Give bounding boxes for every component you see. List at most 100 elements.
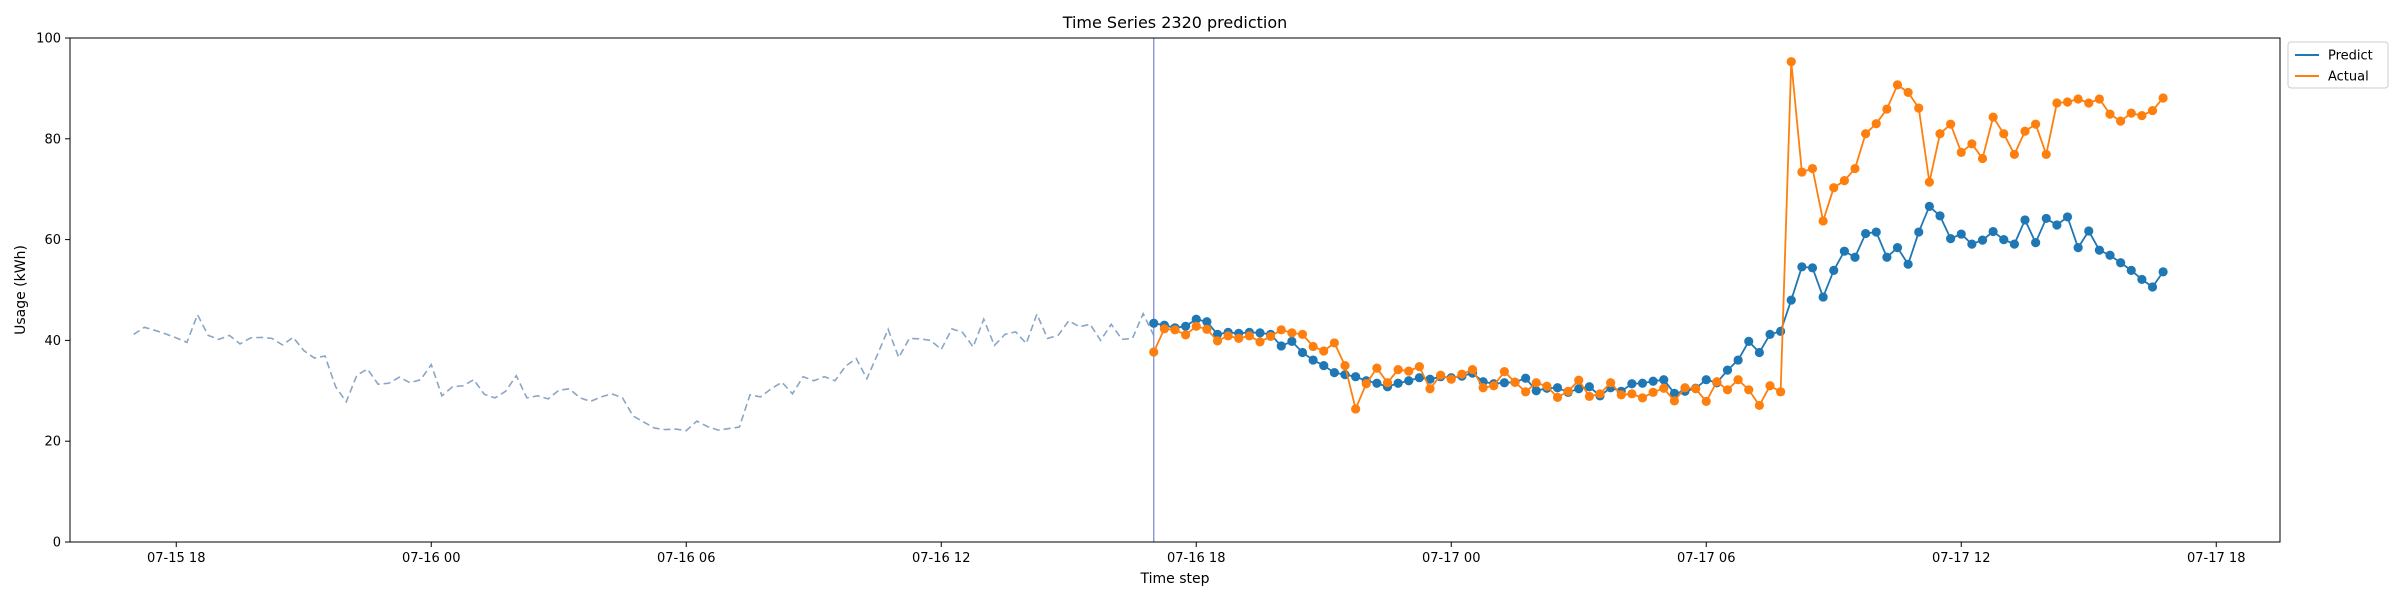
predict-point bbox=[1744, 336, 1754, 347]
actual-point bbox=[1574, 375, 1584, 385]
actual-point bbox=[1478, 383, 1488, 393]
predict-point bbox=[1839, 246, 1849, 256]
y-tick-label: 60 bbox=[44, 233, 61, 248]
actual-point bbox=[1722, 385, 1733, 395]
predict-point bbox=[2009, 239, 2019, 249]
actual-point bbox=[1946, 119, 1956, 129]
predict-point bbox=[2116, 258, 2126, 268]
predict-point bbox=[1701, 375, 1711, 385]
x-tick-label: 07-16 06 bbox=[657, 551, 715, 566]
actual-point bbox=[1404, 366, 1414, 376]
actual-point bbox=[1287, 328, 1297, 338]
actual-point bbox=[2062, 97, 2073, 107]
predict-series-line bbox=[1153, 204, 2164, 397]
actual-point bbox=[1606, 378, 1616, 388]
predict-point bbox=[1499, 378, 1509, 388]
actual-point bbox=[1701, 396, 1711, 406]
predict-point bbox=[1914, 227, 1924, 237]
actual-point bbox=[1372, 363, 1382, 373]
actual-point bbox=[1223, 331, 1233, 341]
actual-point bbox=[1191, 321, 1201, 331]
y-tick-label: 80 bbox=[44, 132, 61, 147]
actual-point bbox=[1754, 400, 1764, 411]
predict-point bbox=[1871, 227, 1881, 237]
actual-point bbox=[1457, 369, 1467, 379]
x-tick-label: 07-17 12 bbox=[1932, 551, 1990, 566]
predict-point bbox=[2105, 250, 2115, 260]
actual-point bbox=[2126, 108, 2136, 118]
predict-point bbox=[2073, 243, 2083, 253]
actual-point bbox=[1850, 163, 1860, 174]
actual-point bbox=[1956, 147, 1966, 158]
y-tick-label: 100 bbox=[36, 32, 61, 47]
predict-point bbox=[2147, 282, 2158, 292]
actual-point bbox=[1627, 389, 1637, 399]
predict-point bbox=[1882, 252, 1892, 262]
predict-point bbox=[1924, 201, 1934, 211]
predict-point bbox=[1776, 326, 1786, 336]
actual-point bbox=[1914, 103, 1924, 113]
predict-point bbox=[1892, 243, 1903, 253]
predict-point bbox=[1669, 388, 1679, 398]
actual-point bbox=[1340, 361, 1350, 371]
predict-point bbox=[1765, 329, 1775, 339]
predict-point bbox=[1733, 355, 1743, 365]
actual-point bbox=[1308, 341, 1318, 352]
actual-point bbox=[1319, 346, 1329, 356]
predict-point bbox=[2137, 274, 2147, 285]
predict-point bbox=[2020, 215, 2030, 225]
actual-point bbox=[1467, 365, 1478, 375]
predict-point bbox=[1829, 265, 1839, 275]
actual-point bbox=[1446, 374, 1456, 384]
actual-point bbox=[1765, 381, 1775, 391]
actual-point bbox=[1266, 331, 1276, 341]
actual-point bbox=[1552, 392, 1563, 402]
predict-point bbox=[1212, 329, 1223, 339]
actual-point bbox=[1542, 381, 1552, 391]
actual-point bbox=[1489, 381, 1499, 391]
actual-point bbox=[1818, 216, 1828, 226]
actual-point bbox=[1967, 139, 1977, 149]
predict-point bbox=[2084, 226, 2094, 236]
actual-point bbox=[1648, 387, 1658, 397]
predict-point bbox=[1552, 383, 1563, 393]
predict-point bbox=[1308, 355, 1318, 365]
predict-point bbox=[2031, 238, 2041, 248]
y-axis: 0 20 40 60 80 100 bbox=[36, 32, 70, 551]
actual-point bbox=[1999, 129, 2009, 139]
predict-point bbox=[1977, 235, 1988, 245]
predict-point bbox=[1903, 259, 1913, 269]
predict-point bbox=[1202, 317, 1212, 327]
actual-point bbox=[1212, 336, 1223, 346]
predict-point bbox=[1531, 386, 1541, 396]
actual-point bbox=[2147, 105, 2158, 116]
predict-point bbox=[1149, 318, 1159, 328]
predict-point bbox=[1319, 361, 1329, 371]
actual-point bbox=[2073, 94, 2083, 104]
actual-point bbox=[2020, 126, 2030, 136]
actual-point bbox=[1202, 324, 1212, 334]
actual-point bbox=[1988, 112, 1998, 122]
actual-point bbox=[1521, 387, 1531, 397]
actual-point bbox=[1807, 163, 1818, 174]
actual-point bbox=[2041, 149, 2051, 160]
actual-point bbox=[1776, 387, 1786, 397]
actual-point bbox=[1563, 386, 1573, 396]
actual-point bbox=[1297, 329, 1308, 339]
predict-point bbox=[1393, 378, 1403, 388]
actual-point bbox=[2094, 94, 2104, 104]
predict-point bbox=[1276, 341, 1286, 351]
legend-label-actual: Actual bbox=[2328, 70, 2369, 85]
predict-point bbox=[1255, 328, 1265, 338]
y-tick-label: 40 bbox=[44, 334, 61, 349]
predict-point bbox=[1797, 262, 1807, 272]
actual-point bbox=[1531, 378, 1541, 388]
actual-point bbox=[1234, 333, 1244, 343]
actual-point bbox=[1744, 385, 1754, 395]
actual-point bbox=[1181, 330, 1191, 340]
actual-point bbox=[2031, 119, 2041, 129]
x-tick-label: 07-17 06 bbox=[1677, 551, 1735, 566]
actual-point bbox=[1255, 337, 1265, 347]
predict-point bbox=[1627, 379, 1637, 389]
y-tick-label: 20 bbox=[44, 435, 61, 450]
